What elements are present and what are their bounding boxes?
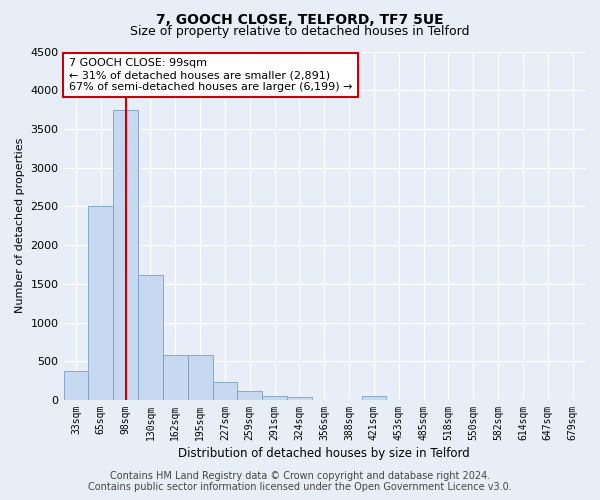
Bar [88, 206, 113, 400]
Bar [113, 110, 138, 400]
Text: 7 GOOCH CLOSE: 99sqm
← 31% of detached houses are smaller (2,891)
67% of semi-de: 7 GOOCH CLOSE: 99sqm ← 31% of detached h… [69, 58, 352, 92]
Bar [138, 274, 163, 400]
Text: Size of property relative to detached houses in Telford: Size of property relative to detached ho… [130, 25, 470, 38]
Bar [188, 355, 212, 400]
Text: Contains HM Land Registry data © Crown copyright and database right 2024.
Contai: Contains HM Land Registry data © Crown c… [88, 471, 512, 492]
Bar [64, 370, 88, 400]
Bar [212, 382, 238, 400]
Bar [287, 397, 312, 400]
Text: 7, GOOCH CLOSE, TELFORD, TF7 5UE: 7, GOOCH CLOSE, TELFORD, TF7 5UE [156, 12, 444, 26]
Bar [362, 396, 386, 400]
Bar [262, 396, 287, 400]
X-axis label: Distribution of detached houses by size in Telford: Distribution of detached houses by size … [178, 447, 470, 460]
Y-axis label: Number of detached properties: Number of detached properties [15, 138, 25, 314]
Bar [238, 392, 262, 400]
Bar [163, 355, 188, 400]
